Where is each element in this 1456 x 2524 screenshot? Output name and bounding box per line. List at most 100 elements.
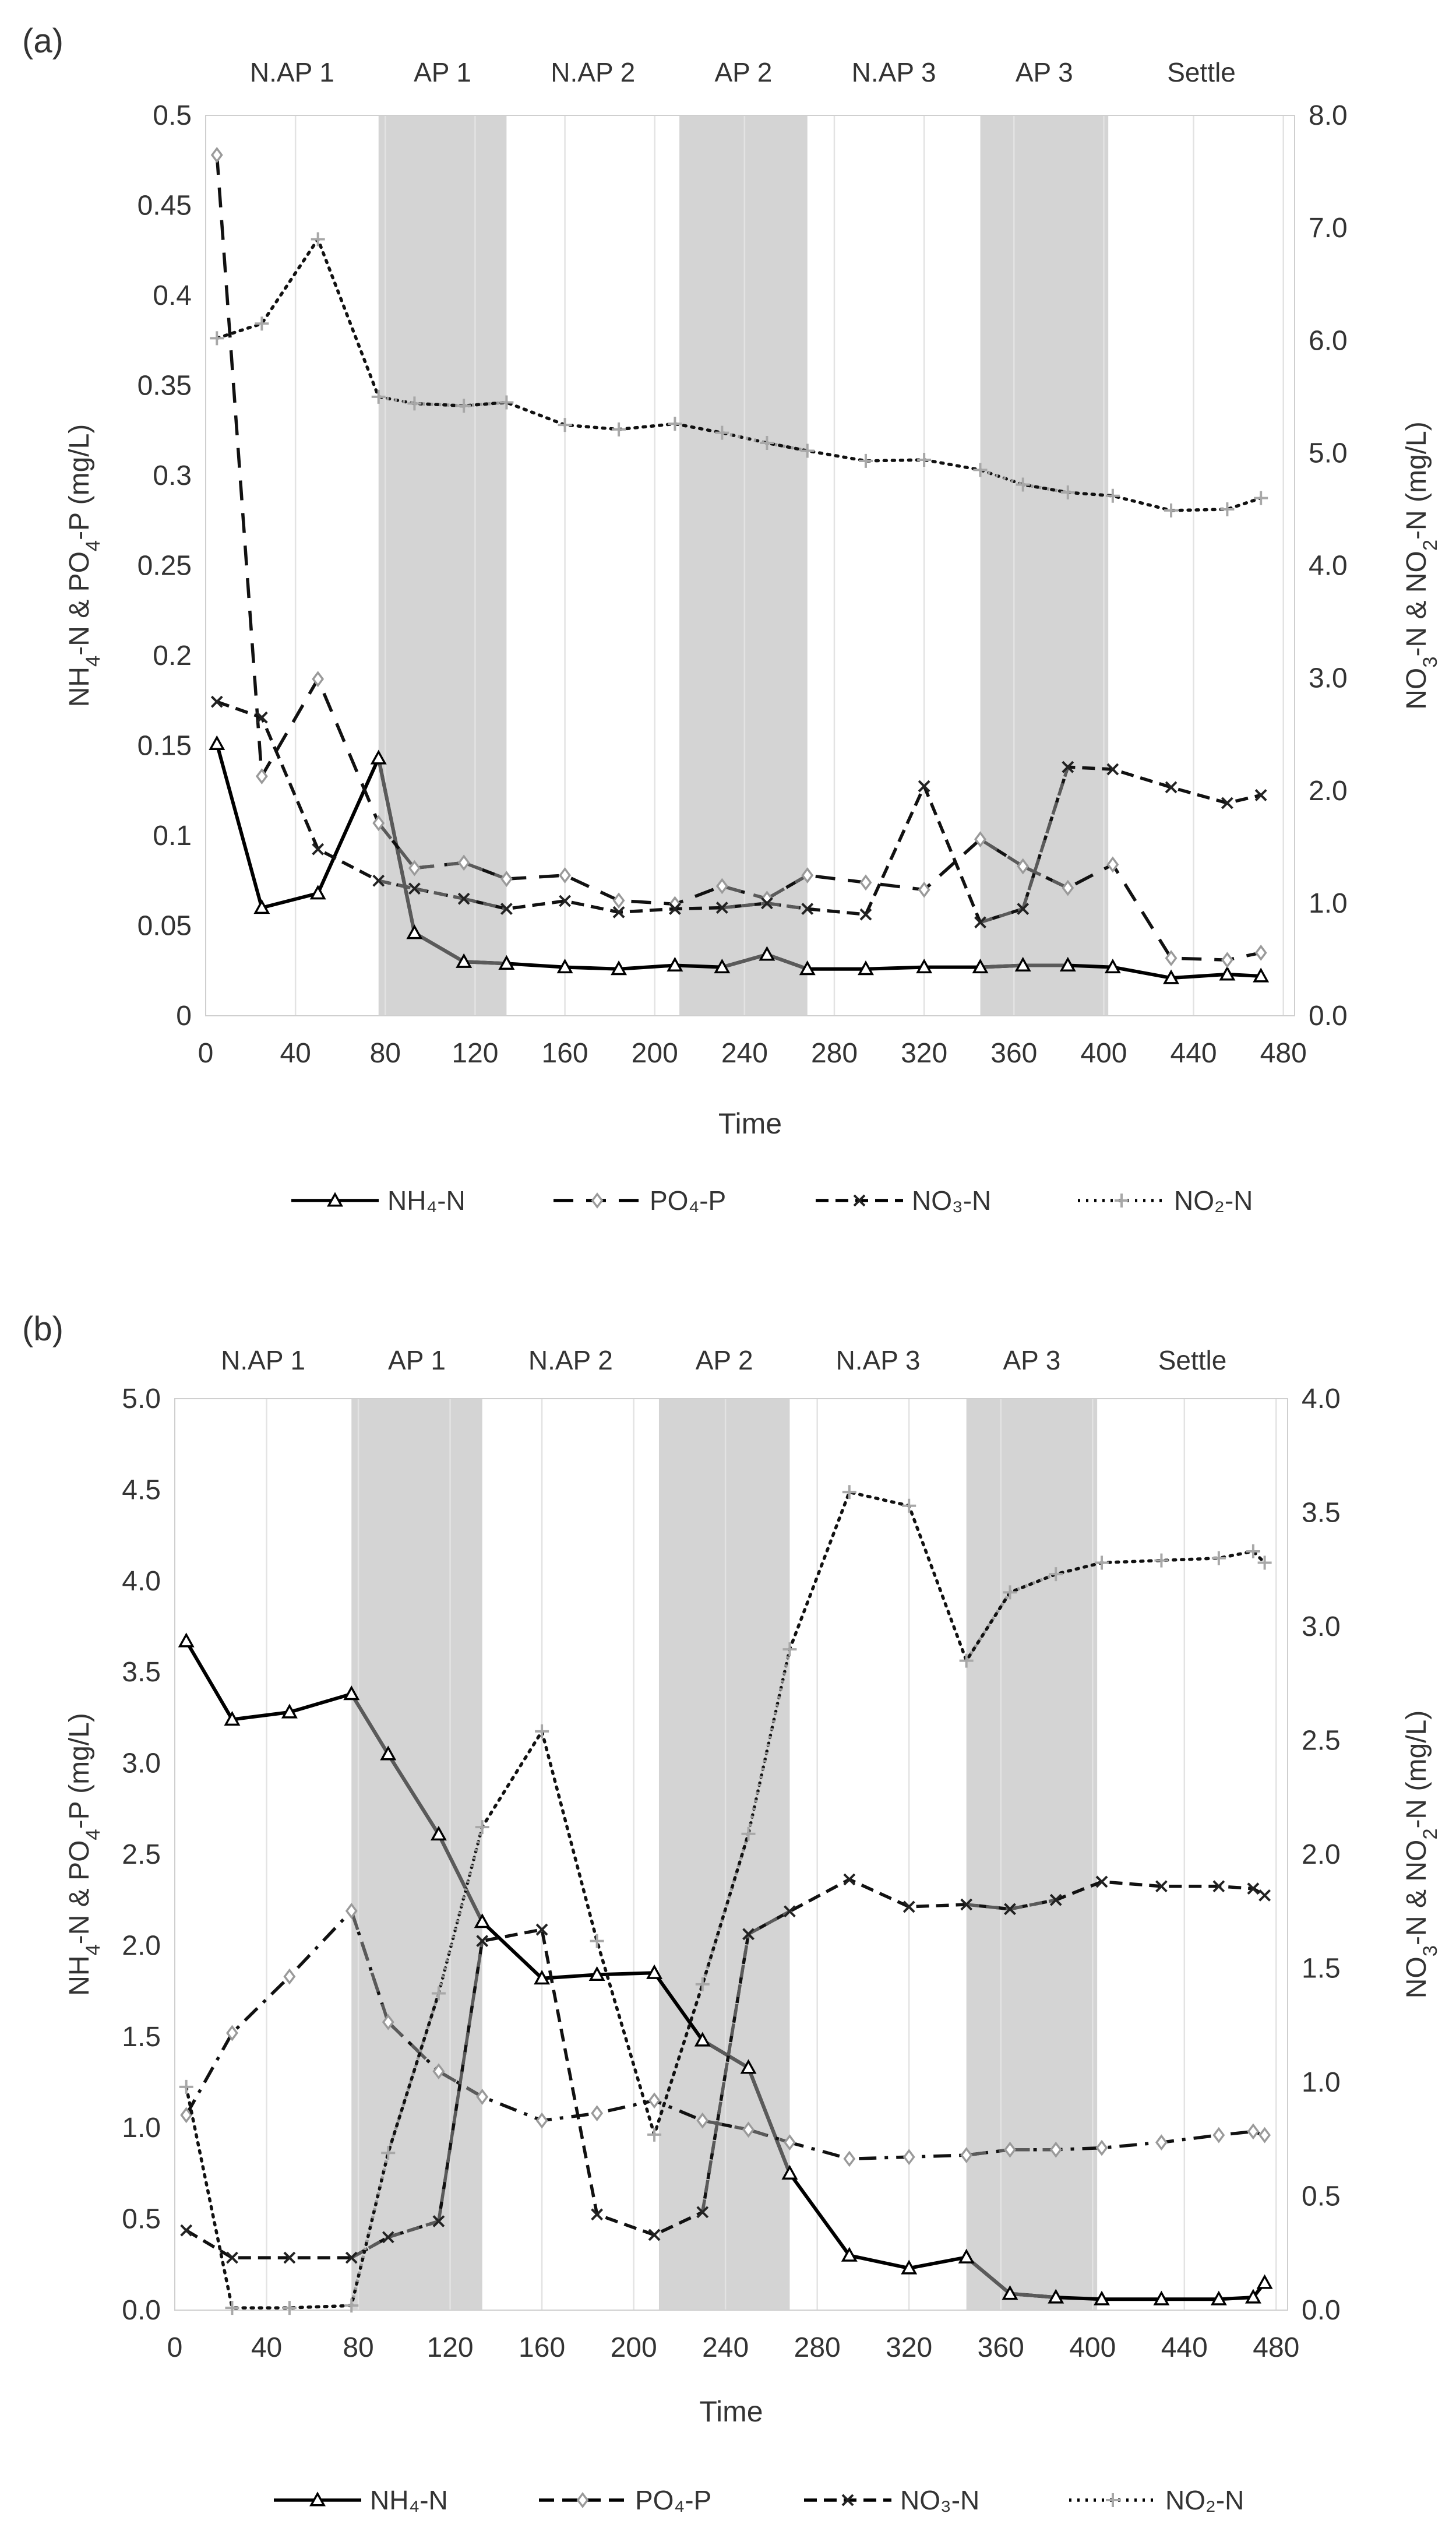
legend: NH₄-N PO₄-P NO₃-N NO₂-N bbox=[291, 1185, 1253, 1216]
chart-panel-b: (b) N.AP 1 AP 1 N.AP 2 AP 2 N.AP 3 AP 3 Settle 0… bbox=[22, 1310, 1341, 2515]
phase-label: AP 3 bbox=[1016, 57, 1073, 87]
data-point-no3-n bbox=[500, 903, 513, 915]
data-point-nh4-n bbox=[588, 1966, 605, 1981]
data-point-no2-n bbox=[1105, 488, 1120, 503]
data-point-nh4-n bbox=[1245, 2289, 1261, 2304]
y-tick-label-left: 0.5 bbox=[122, 2204, 161, 2235]
phase-shade bbox=[966, 1399, 1098, 2310]
phase-label: N.AP 2 bbox=[551, 57, 635, 87]
series-line-segment bbox=[766, 874, 809, 900]
phase-label: N.AP 1 bbox=[221, 1345, 305, 1375]
data-point-no2-n bbox=[715, 425, 729, 440]
data-point-no2-n bbox=[1154, 1553, 1169, 1568]
series-line-segment bbox=[350, 2236, 389, 2259]
y-tick-label-left: 0.25 bbox=[138, 551, 192, 582]
data-point-no3-n bbox=[180, 2224, 193, 2237]
phase-shade bbox=[679, 115, 808, 1016]
data-point-po4-p bbox=[283, 1968, 296, 1985]
series-line-segment bbox=[414, 402, 464, 408]
data-point-nh4-n bbox=[714, 958, 731, 974]
data-point-no2-n bbox=[558, 418, 572, 432]
series-line-segment bbox=[378, 395, 415, 406]
panel-label: (a) bbox=[22, 22, 64, 60]
data-point-no2-n bbox=[917, 452, 932, 467]
series-line-segment bbox=[979, 907, 1024, 924]
data-point-nh4-n bbox=[901, 2259, 918, 2275]
data-point-no3-n bbox=[1221, 797, 1233, 809]
data-point-po4-p bbox=[612, 892, 625, 909]
series-line-segment bbox=[701, 2039, 750, 2069]
data-point-nh4-n bbox=[1210, 2290, 1227, 2305]
legend-label: PO₄-P bbox=[635, 2485, 711, 2515]
data-point-po4-p bbox=[783, 2134, 796, 2151]
data-point-po4-p bbox=[476, 2089, 489, 2105]
data-point-nh4-n bbox=[916, 958, 933, 974]
data-point-po4-p bbox=[1106, 856, 1119, 873]
y-tick-label-left: 0.3 bbox=[153, 460, 192, 491]
x-tick-label: 440 bbox=[1161, 2332, 1208, 2363]
data-point-nh4-n bbox=[1153, 2290, 1170, 2305]
phase-label: N.AP 3 bbox=[852, 57, 936, 87]
data-point-po4-p bbox=[1004, 2141, 1016, 2158]
data-point-no2-n bbox=[381, 2146, 396, 2160]
data-point-no2-n bbox=[407, 396, 422, 411]
phase-label: Settle bbox=[1158, 1345, 1227, 1375]
series-line-segment bbox=[766, 953, 808, 971]
legend-marker bbox=[1106, 2493, 1120, 2507]
data-point-po4-p bbox=[843, 2150, 856, 2167]
data-point-no3-n bbox=[345, 2251, 358, 2264]
data-point-no3-n bbox=[559, 895, 571, 907]
series-line-segment bbox=[437, 1833, 484, 1923]
data-point-no3-n bbox=[1062, 761, 1074, 773]
data-point-no3-n bbox=[648, 2229, 661, 2241]
legend-label: NO₃-N bbox=[900, 2485, 979, 2515]
y-tick-label-right: 3.0 bbox=[1309, 663, 1348, 694]
data-point-po4-p bbox=[591, 2105, 604, 2122]
data-point-no3-n bbox=[1106, 763, 1119, 776]
y-tick-label-left: 0.0 bbox=[122, 2295, 161, 2326]
data-point-po4-p bbox=[1258, 2127, 1271, 2143]
x-tick-label: 0 bbox=[167, 2332, 183, 2363]
data-point-nh4-n bbox=[556, 958, 573, 974]
data-point-no2-n bbox=[1060, 485, 1075, 499]
data-point-no2-n bbox=[1003, 1585, 1017, 1600]
series-line-segment bbox=[965, 1591, 1011, 1662]
x-tick-label: 320 bbox=[886, 2332, 932, 2363]
data-point-nh4-n bbox=[534, 1970, 551, 1985]
data-point-no2-n bbox=[431, 1986, 446, 2001]
series-line-segment bbox=[387, 2219, 439, 2239]
legend: NH₄-N PO₄-P NO₃-N NO₂-N bbox=[274, 2485, 1244, 2515]
y-axis-title-left: NH4-N & PO4-P (mg/L) bbox=[64, 424, 104, 707]
series-line-segment bbox=[966, 2148, 1010, 2157]
data-point-no2-n bbox=[902, 1498, 916, 1513]
data-point-no3-n bbox=[742, 1928, 755, 1941]
y-tick-label-left: 4.0 bbox=[122, 1566, 161, 1597]
x-tick-label: 240 bbox=[702, 2332, 749, 2363]
series-line-segment bbox=[413, 931, 465, 963]
data-point-po4-p bbox=[312, 671, 325, 688]
data-point-po4-p bbox=[902, 2149, 915, 2166]
legend-marker bbox=[853, 1194, 866, 1207]
data-point-no2-n bbox=[647, 2127, 662, 2142]
data-point-no3-n bbox=[408, 882, 421, 895]
data-point-no3-n bbox=[535, 1923, 548, 1936]
data-point-po4-p bbox=[960, 2147, 973, 2164]
x-tick-label: 200 bbox=[632, 1038, 678, 1069]
data-point-no2-n bbox=[1164, 503, 1179, 518]
data-point-po4-p bbox=[255, 768, 268, 784]
y-tick-label-left: 0.1 bbox=[153, 821, 192, 851]
data-point-no3-n bbox=[974, 916, 986, 929]
series-line-segment bbox=[767, 902, 808, 911]
y-tick-label-right: 4.0 bbox=[1309, 551, 1348, 582]
data-point-po4-p bbox=[372, 815, 385, 832]
legend-marker bbox=[576, 2492, 589, 2508]
data-point-no3-n bbox=[1017, 903, 1030, 915]
data-point-po4-p bbox=[1254, 944, 1267, 961]
data-point-nh4-n bbox=[841, 2247, 858, 2262]
series-line-segment bbox=[701, 1934, 750, 2213]
chart-panel-a: (a) N.AP 1 AP 1 N.AP 2 AP 2 N.AP 3 AP 3 Settle 0… bbox=[22, 22, 1348, 1216]
data-point-nh4-n bbox=[1002, 2285, 1018, 2300]
y-tick-label-left: 0.15 bbox=[138, 731, 192, 762]
phase-label: AP 1 bbox=[388, 1345, 446, 1375]
data-point-nh4-n bbox=[498, 955, 515, 970]
